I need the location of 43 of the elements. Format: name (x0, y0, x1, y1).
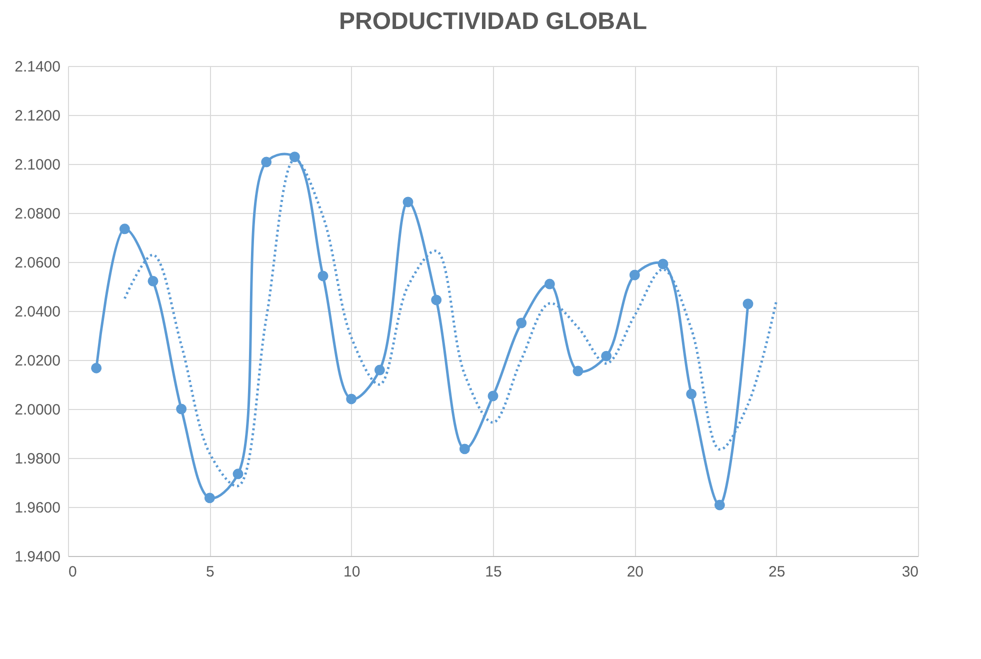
x-tick-label: 10 (343, 564, 360, 580)
point (261, 156, 272, 168)
point (601, 350, 612, 362)
point (402, 196, 414, 208)
y-tick-label: 2.1000 (14, 156, 60, 174)
point (459, 444, 470, 454)
y-tick-label: 1.9800 (14, 450, 60, 468)
point (686, 388, 697, 400)
y-tick-label: 2.0000 (14, 402, 60, 418)
point (572, 366, 584, 376)
point (374, 364, 385, 376)
point (742, 298, 754, 310)
point (346, 394, 357, 404)
point (431, 294, 442, 306)
y-tick-label: 2.0400 (14, 304, 60, 320)
x-tick-label: 25 (768, 564, 786, 580)
y-tick-label: 2.1200 (14, 108, 60, 124)
point (119, 224, 130, 234)
y-tick-label: 1.9400 (14, 548, 60, 566)
point (516, 318, 527, 328)
point (714, 500, 725, 510)
point (91, 362, 102, 374)
x-tick-label: 5 (206, 564, 214, 580)
chart-title: PRODUCTIVIDAD GLOBAL (339, 8, 647, 35)
point (204, 492, 215, 504)
y-tick-label: 1.9600 (14, 500, 60, 516)
point (289, 152, 300, 162)
point (488, 390, 498, 402)
y-tick-label: 2.1400 (14, 58, 60, 76)
point (629, 270, 640, 280)
x-tick-label: 15 (485, 564, 502, 580)
point (544, 278, 555, 290)
point (232, 468, 244, 480)
y-tick-label: 2.0200 (14, 352, 60, 370)
point (318, 270, 328, 282)
point (176, 404, 187, 414)
x-tick-label: 20 (626, 564, 644, 580)
y-tick-label: 2.0600 (14, 254, 60, 272)
x-tick-label: 30 (902, 564, 918, 580)
point (658, 258, 668, 270)
x-tick-label: 0 (68, 564, 77, 580)
point (148, 276, 158, 286)
y-tick-label: 2.0800 (14, 206, 60, 222)
